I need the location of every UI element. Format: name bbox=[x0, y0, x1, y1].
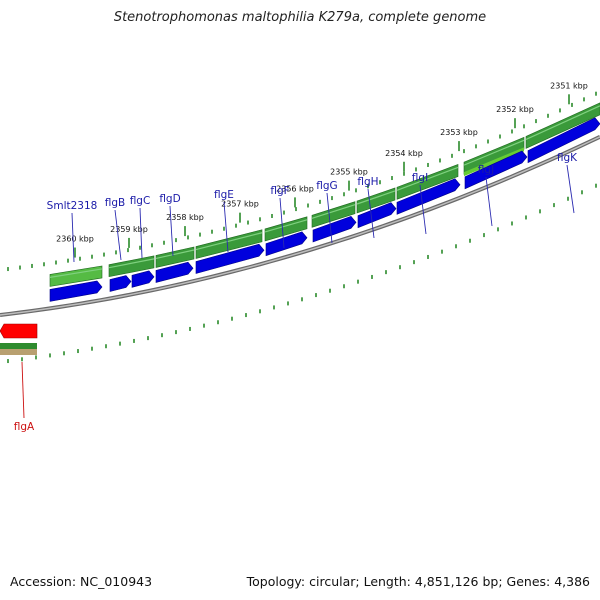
feature-shine bbox=[311, 204, 356, 219]
gene-label: flgA bbox=[14, 421, 35, 433]
feature-shine bbox=[108, 258, 155, 269]
tick-label: 2355 kbp bbox=[330, 168, 368, 177]
feature-track bbox=[0, 102, 600, 355]
gene-leader-line bbox=[367, 188, 375, 239]
forward-gene-arrow bbox=[109, 275, 132, 292]
tick-label: 2356 kbp bbox=[276, 184, 314, 193]
gene-label: flgJ bbox=[478, 164, 494, 176]
gene-label: flgC bbox=[130, 195, 151, 207]
gene-leader-line bbox=[223, 201, 229, 253]
gene-label: flgG bbox=[316, 180, 337, 192]
tick-label: 2351 kbp bbox=[550, 81, 588, 90]
tick-label: 2360 kbp bbox=[56, 235, 94, 244]
feature-shine bbox=[463, 139, 525, 166]
forward-gene-arrow bbox=[265, 231, 308, 257]
tick-label: 2353 kbp bbox=[440, 128, 478, 137]
forward-gene-arrow bbox=[357, 202, 397, 229]
gene-leader-line bbox=[169, 205, 174, 257]
forward-gene-arrow bbox=[155, 261, 194, 283]
gene-leader-line bbox=[566, 164, 575, 214]
gene-labels: Smlt2318 flgB flgC flgD flgE flgF flgG flgH flgI… bbox=[14, 152, 578, 433]
forward-gene-arrow bbox=[464, 150, 528, 190]
gene-leader-line bbox=[485, 176, 493, 227]
gene-leader-line bbox=[21, 361, 25, 419]
tick-label: 2352 kbp bbox=[496, 105, 534, 114]
outer-tick-track bbox=[7, 91, 597, 272]
forward-gene-arrow bbox=[527, 117, 600, 164]
gene-leader-line bbox=[139, 207, 143, 259]
feature-shine bbox=[195, 232, 263, 251]
gene-leader-line bbox=[326, 192, 333, 244]
tick-label: 2357 kbp bbox=[221, 200, 259, 209]
backbone bbox=[0, 134, 600, 317]
inner-tick-track bbox=[7, 183, 597, 364]
gene-label: flgF bbox=[270, 185, 289, 197]
gene-leader-line bbox=[279, 197, 285, 249]
gene-leader-line bbox=[114, 209, 122, 261]
reverse-feature-tan bbox=[0, 349, 37, 355]
reverse-feature-green bbox=[0, 343, 37, 349]
accession-text: Accession: NC_010943 bbox=[10, 574, 153, 589]
tick-label: 2358 kbp bbox=[166, 213, 204, 222]
tick-marks: 2360 kbp 2359 kbp 2358 kbp 2357 kbp 2356 kbp… bbox=[56, 81, 588, 258]
backbone-highlight bbox=[0, 136, 600, 316]
feature-shine bbox=[525, 105, 600, 141]
gene-label: flgI bbox=[412, 172, 428, 184]
forward-gene-arrow bbox=[312, 215, 357, 243]
feature-shine bbox=[49, 268, 103, 278]
gene-label: flgB bbox=[105, 197, 125, 209]
feature-shine bbox=[155, 249, 195, 260]
forward-gene-arrow bbox=[131, 270, 155, 288]
gene-leader-line bbox=[419, 184, 427, 235]
gene-track bbox=[0, 117, 600, 339]
reverse-gene-arrow bbox=[0, 323, 38, 339]
gene-leader-line bbox=[71, 212, 75, 263]
forward-gene-arrow bbox=[396, 178, 461, 215]
feature-shine bbox=[396, 166, 459, 191]
genome-summary-text: Topology: circular; Length: 4,851,126 bp… bbox=[246, 574, 590, 589]
tick-label: 2354 kbp bbox=[385, 149, 423, 158]
gene-label: flgH bbox=[357, 176, 378, 188]
feature-shine bbox=[356, 190, 396, 205]
feature-shine bbox=[264, 219, 308, 233]
tick-label: 2359 kbp bbox=[110, 225, 148, 234]
forward-gene-arrow bbox=[49, 280, 103, 302]
feature-accent bbox=[464, 147, 524, 177]
gene-label: flgD bbox=[159, 193, 180, 205]
gene-label: flgE bbox=[214, 189, 234, 201]
gene-label: flgK bbox=[557, 152, 578, 164]
map-title: Stenotrophomonas maltophilia K279a, comp… bbox=[113, 10, 487, 25]
forward-gene-arrow bbox=[195, 243, 265, 274]
gene-label: Smlt2318 bbox=[47, 200, 98, 212]
